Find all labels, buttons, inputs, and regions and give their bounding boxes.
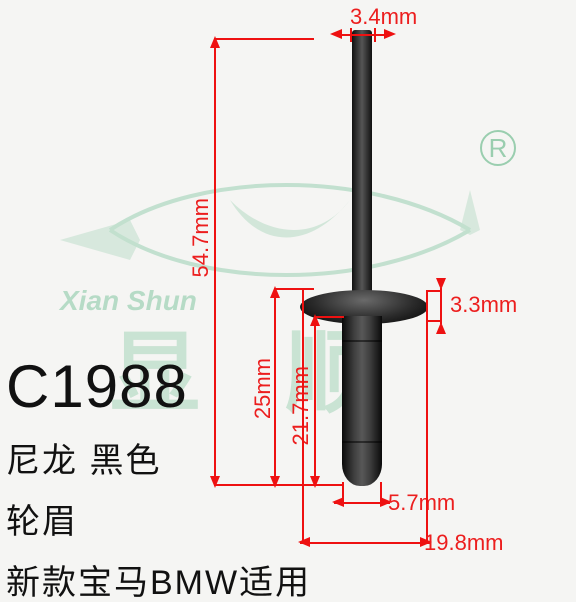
rivet-illustration [300,30,420,530]
diagram-canvas: R Xian Shun 显 顺 3.4mm 54.7mm 25mm [0,0,576,602]
rivet-pin [352,30,372,300]
dim-label: 3.3mm [450,292,517,318]
rivet-body [342,316,382,486]
dim-label: 19.8mm [424,530,503,556]
dim-label: 5.7mm [388,490,455,516]
watermark-latin: Xian Shun [60,285,197,317]
application-part: 轮眉 [6,494,311,543]
material-color: 尼龙 黑色 [6,433,311,482]
registered-mark: R [480,130,516,166]
product-text: C1988 尼龙 黑色 轮眉 新款宝马BMW适用 [6,352,311,602]
fits-vehicle: 新款宝马BMW适用 [6,555,311,602]
dim-label: 54.7mm [188,198,214,277]
part-number: C1988 [6,352,311,421]
dim-label: 3.4mm [350,4,417,30]
